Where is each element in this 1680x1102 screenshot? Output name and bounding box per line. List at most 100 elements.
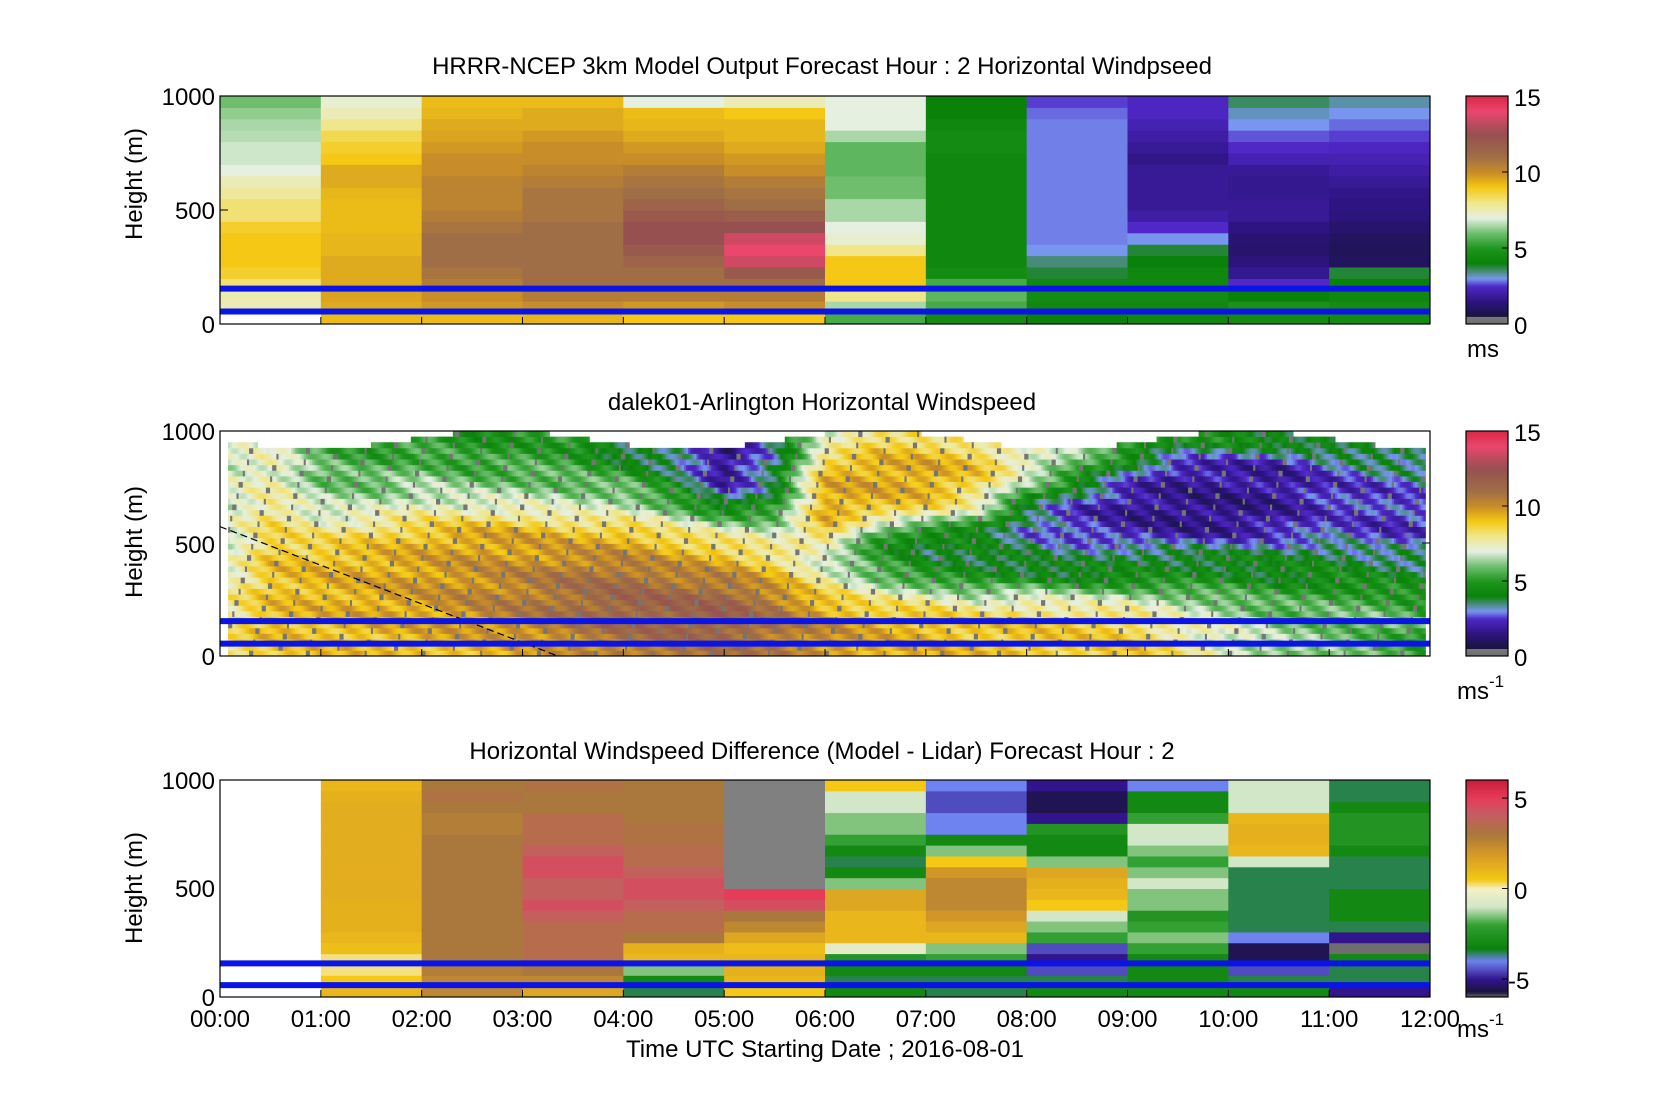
heatmap-cell bbox=[523, 142, 624, 154]
heatmap-cell bbox=[825, 119, 926, 131]
heatmap-cell bbox=[523, 119, 624, 131]
heatmap-cell bbox=[220, 142, 321, 154]
heatmap-cell bbox=[1027, 244, 1128, 256]
heatmap-cell bbox=[321, 187, 422, 199]
heatmap-cell bbox=[825, 187, 926, 199]
heatmap-cell bbox=[926, 96, 1027, 108]
heatmap-cell bbox=[523, 153, 624, 165]
heatmap-cell bbox=[926, 199, 1027, 211]
heatmap-cell bbox=[220, 221, 321, 233]
heatmap-cell bbox=[321, 267, 422, 279]
heatmap-cell bbox=[255, 442, 258, 448]
heatmap-cell bbox=[1128, 96, 1229, 108]
heatmap-cell bbox=[422, 221, 523, 233]
heatmap-cell bbox=[321, 153, 422, 165]
heatmap-cell bbox=[422, 107, 523, 119]
heatmap-cell bbox=[321, 210, 422, 222]
panel-lidar-title: dalek01-Arlington Horizontal Windspeed bbox=[608, 389, 1036, 416]
heatmap-cell bbox=[724, 199, 825, 211]
heatmap-cell bbox=[1228, 164, 1329, 176]
heatmap-cell bbox=[825, 244, 926, 256]
heatmap-cell bbox=[1329, 233, 1430, 245]
heatmap-cell bbox=[1128, 256, 1229, 268]
heatmap-cell bbox=[926, 107, 1027, 119]
heatmap-cell bbox=[825, 233, 926, 245]
heatmap-cell bbox=[926, 130, 1027, 142]
panel-lidar-ylabel: Height (m) bbox=[121, 486, 148, 598]
heatmap-cell bbox=[623, 142, 724, 154]
heatmap-cell bbox=[1228, 199, 1329, 211]
heatmap-cell bbox=[422, 233, 523, 245]
heatmap-cell bbox=[422, 199, 523, 211]
heatmap-cell bbox=[1128, 142, 1229, 154]
panel-model-cbar-unit: ms bbox=[1467, 336, 1499, 363]
heatmap-cell bbox=[623, 210, 724, 222]
heatmap-cell bbox=[1228, 233, 1329, 245]
heatmap-cell bbox=[1329, 96, 1430, 108]
heatmap-cell bbox=[926, 119, 1027, 131]
heatmap-cell bbox=[321, 142, 422, 154]
heatmap-cell bbox=[523, 96, 624, 108]
heatmap-cell bbox=[1329, 244, 1430, 256]
heatmap-cell bbox=[623, 153, 724, 165]
heatmap-cell bbox=[220, 233, 321, 245]
heatmap-cell bbox=[1228, 176, 1329, 188]
panel-model-cbar-unit-base: ms bbox=[1467, 336, 1499, 363]
heatmap-cell bbox=[321, 119, 422, 131]
panel-model-ytick-500: 500 bbox=[175, 198, 215, 225]
heatmap-cell bbox=[1329, 221, 1430, 233]
heatmap-cell bbox=[1329, 210, 1430, 222]
panel-model: HRRR-NCEP 3km Model Output Forecast Hour… bbox=[121, 53, 1541, 363]
heatmap-cell bbox=[1329, 164, 1430, 176]
heatmap-cell bbox=[1228, 244, 1329, 256]
heatmap-cell bbox=[1228, 210, 1329, 222]
heatmap-cell bbox=[1027, 164, 1128, 176]
heatmap-cell bbox=[1027, 107, 1128, 119]
heatmap-cell bbox=[724, 107, 825, 119]
heatmap-cell bbox=[724, 267, 825, 279]
heatmap-cell bbox=[220, 164, 321, 176]
heatmap-cell bbox=[220, 210, 321, 222]
heatmap-cell bbox=[1128, 233, 1229, 245]
heatmap-cell bbox=[724, 153, 825, 165]
heatmap-cell bbox=[321, 256, 422, 268]
heatmap-cell bbox=[1128, 176, 1229, 188]
heatmap-cell bbox=[926, 153, 1027, 165]
heatmap-cell bbox=[1128, 210, 1229, 222]
heatmap-cell bbox=[523, 244, 624, 256]
panel-model-ylabel: Height (m) bbox=[121, 128, 148, 240]
heatmap-cell bbox=[1228, 142, 1329, 154]
heatmap-cell bbox=[422, 130, 523, 142]
heatmap-cell bbox=[724, 187, 825, 199]
heatmap-cell bbox=[422, 176, 523, 188]
heatmap-cell bbox=[1329, 142, 1430, 154]
heatmap-cell bbox=[1027, 256, 1128, 268]
heatmap-cell bbox=[724, 210, 825, 222]
heatmap-cell bbox=[926, 164, 1027, 176]
panel-model-title: HRRR-NCEP 3km Model Output Forecast Hour… bbox=[432, 53, 1212, 80]
heatmap-cell bbox=[825, 199, 926, 211]
heatmap-cell bbox=[1329, 107, 1430, 119]
heatmap-cell bbox=[523, 267, 624, 279]
heatmap-cell bbox=[724, 119, 825, 131]
heatmap-cell bbox=[1128, 187, 1229, 199]
heatmap-cell bbox=[1027, 153, 1128, 165]
heatmap-cell bbox=[523, 210, 624, 222]
heatmap-cell bbox=[523, 233, 624, 245]
heatmap-cell bbox=[825, 221, 926, 233]
heatmap-cell bbox=[1027, 199, 1128, 211]
heatmap-cell bbox=[1228, 96, 1329, 108]
heatmap-cell bbox=[926, 210, 1027, 222]
heatmap-cell bbox=[321, 176, 422, 188]
heatmap-cell bbox=[1228, 119, 1329, 131]
heatmap-cell bbox=[825, 107, 926, 119]
heatmap-cell bbox=[825, 130, 926, 142]
heatmap-cell bbox=[623, 233, 724, 245]
heatmap-cell bbox=[422, 119, 523, 131]
heatmap-cell bbox=[220, 267, 321, 279]
heatmap-cell bbox=[1128, 153, 1229, 165]
heatmap-cell bbox=[1027, 176, 1128, 188]
heatmap-cell bbox=[926, 256, 1027, 268]
heatmap-cell bbox=[724, 233, 825, 245]
panel-model-cbar-tick-15: 15 bbox=[1514, 85, 1541, 112]
